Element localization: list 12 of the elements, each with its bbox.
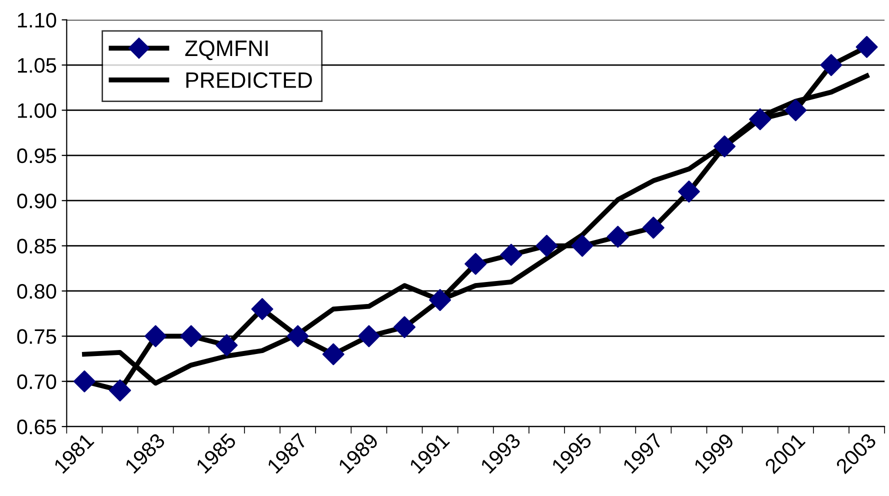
y-tick-label: 0.85 [17, 238, 56, 254]
y-tick-label: 1.00 [18, 103, 56, 118]
legend-label: PREDICTED [186, 72, 312, 88]
y-tick-label: 0.80 [17, 284, 56, 299]
y-tick-label: 0.70 [17, 374, 56, 390]
y-tick-label: 0.95 [17, 148, 56, 164]
y-tick-label: 0.75 [17, 329, 56, 344]
y-tick-label: 0.90 [17, 194, 56, 208]
y-tick-label: 1.05 [18, 58, 56, 73]
y-tick-label: 0.65 [17, 420, 56, 434]
y-tick-label: 1.10 [18, 12, 56, 28]
legend-label: ZQMFNI [185, 40, 268, 60]
